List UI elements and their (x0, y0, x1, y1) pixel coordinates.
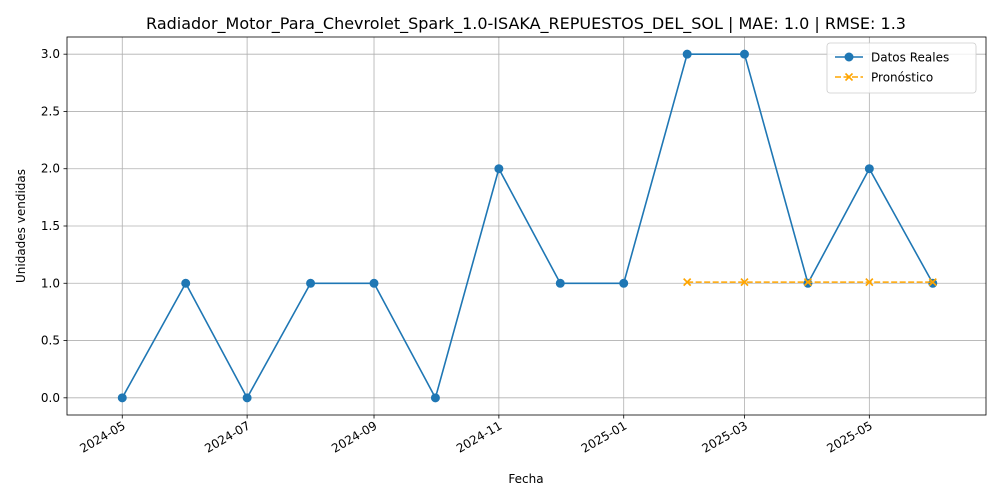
data-point-actual (181, 278, 191, 288)
legend-box (826, 42, 977, 94)
y-tick-label: 0.0 (41, 391, 60, 405)
x-marker-stroke (865, 278, 874, 287)
y-tick-label: 0.5 (41, 334, 60, 348)
y-tick-label: 1.0 (41, 276, 60, 290)
data-point-actual (928, 278, 938, 288)
data-point-actual (494, 164, 504, 174)
y-axis-label: Unidades vendidas (14, 169, 28, 283)
x-marker-stroke (803, 278, 812, 287)
data-point-actual (619, 278, 629, 288)
legend: Datos Reales Pronóstico (826, 42, 977, 94)
legend-item-forecast: Pronóstico (835, 71, 933, 85)
y-tick-label: 2.5 (41, 104, 60, 118)
data-point-actual (864, 164, 874, 174)
y-axis: 0.0 0.5 1.0 1.5 2.0 2.5 3.0 (41, 47, 67, 405)
y-tick-label: 3.0 (41, 47, 60, 61)
x-marker-stroke (844, 72, 854, 82)
legend-marker-forecast (844, 72, 854, 82)
legend-label-forecast: Pronóstico (871, 71, 933, 85)
data-point-forecast (683, 278, 692, 287)
x-marker-stroke (740, 278, 749, 287)
legend-item-actual: Datos Reales (835, 51, 949, 65)
data-point-actual (682, 49, 692, 59)
chart-title: Radiador_Motor_Para_Chevrolet_Spark_1.0-… (146, 14, 906, 34)
data-point-forecast (803, 278, 812, 287)
series-actual (117, 49, 938, 403)
series-forecast (683, 278, 937, 287)
data-point-actual (242, 393, 252, 403)
x-marker-stroke (683, 278, 692, 287)
y-tick-label: 2.0 (41, 162, 60, 176)
x-axis-label: Fecha (508, 472, 543, 486)
grid (67, 37, 986, 415)
data-point-actual (803, 278, 813, 288)
data-point-forecast (928, 278, 937, 287)
series-line-actual (121, 53, 934, 399)
y-tick-label: 1.5 (41, 219, 60, 233)
data-point-actual (369, 278, 379, 288)
data-point-actual (739, 49, 749, 59)
data-point-actual (430, 393, 440, 403)
legend-label-actual: Datos Reales (871, 51, 949, 65)
data-point-forecast (865, 278, 874, 287)
x-marker-stroke (928, 278, 937, 287)
data-point-actual (306, 278, 316, 288)
data-point-actual (117, 393, 127, 403)
data-point-forecast (740, 278, 749, 287)
series-layer (117, 49, 938, 403)
legend-marker-actual (844, 52, 854, 62)
data-point-actual (555, 278, 565, 288)
